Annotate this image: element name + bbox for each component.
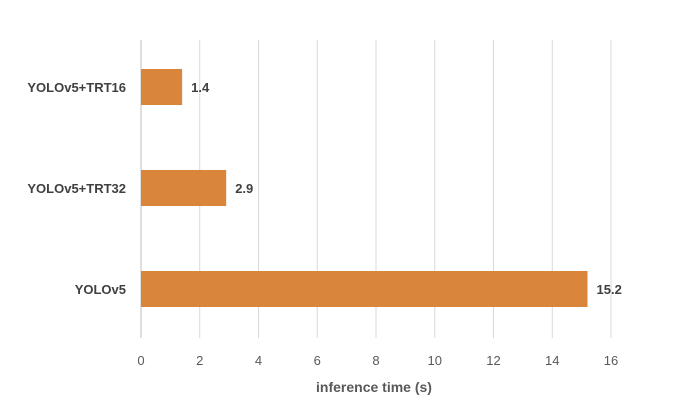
gridlines: [140, 40, 612, 338]
data-label: 15.2: [597, 282, 622, 297]
category-label: YOLOv5+TRT32: [27, 181, 126, 196]
x-tick-label: 10: [428, 353, 442, 368]
x-tick-label: 14: [545, 353, 559, 368]
x-tick-label: 6: [314, 353, 321, 368]
data-label: 2.9: [235, 181, 253, 196]
x-tick-label: 2: [196, 353, 203, 368]
x-tick-label: 12: [486, 353, 500, 368]
bars: [141, 69, 588, 307]
bar: [141, 69, 183, 105]
x-tick-label: 8: [372, 353, 379, 368]
category-labels: YOLOv5+TRT16 YOLOv5+TRT32 YOLOv5: [27, 80, 126, 297]
x-tick-label: 4: [255, 353, 262, 368]
x-axis-title: inference time (s): [316, 379, 432, 395]
x-tick-labels: 0 2 4 6 8 10 12 14 16: [137, 353, 618, 368]
category-label: YOLOv5: [75, 282, 126, 297]
category-label: YOLOv5+TRT16: [27, 80, 126, 95]
x-tick-label: 16: [604, 353, 618, 368]
bar: [141, 170, 227, 206]
data-labels: 1.4 2.9 15.2: [191, 80, 622, 297]
bar: [141, 271, 588, 307]
x-tick-label: 0: [137, 353, 144, 368]
data-label: 1.4: [191, 80, 210, 95]
